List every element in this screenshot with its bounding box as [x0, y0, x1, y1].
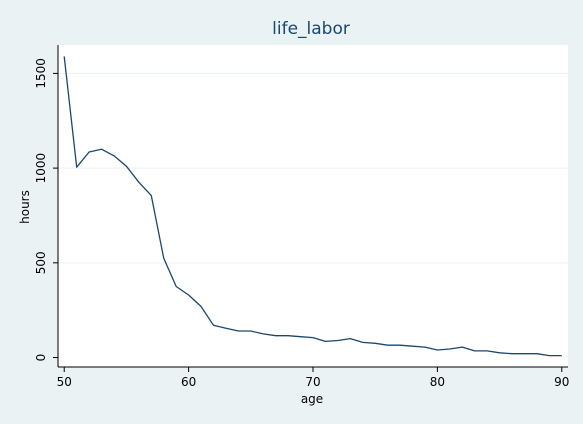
y-axis-title: hours	[18, 190, 32, 224]
series-line	[63, 56, 562, 357]
x-tick-label: 60	[181, 375, 196, 389]
x-tick-label: 90	[554, 375, 569, 389]
x-tick-label: 70	[305, 375, 320, 389]
x-axis-ticks: 50 60 70 80 90	[57, 367, 569, 389]
y-tick-label: 0	[34, 354, 48, 362]
x-tick-label: 80	[430, 375, 445, 389]
chart-title: life_labor	[272, 19, 350, 39]
y-tick-label: 500	[34, 251, 48, 274]
y-tick-label: 1000	[34, 153, 48, 184]
x-tick-label: 50	[57, 375, 72, 389]
gridlines	[58, 72, 568, 264]
y-axis-ticks: 0 500 1000 1500	[34, 58, 58, 361]
y-tick-label: 1500	[34, 58, 48, 89]
x-axis-title: age	[301, 392, 323, 406]
plot-area	[58, 45, 568, 367]
